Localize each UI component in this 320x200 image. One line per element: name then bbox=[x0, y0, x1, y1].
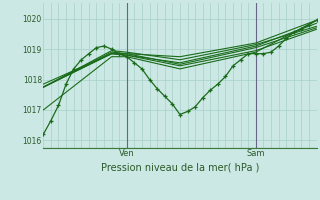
X-axis label: Pression niveau de la mer( hPa ): Pression niveau de la mer( hPa ) bbox=[101, 163, 259, 173]
